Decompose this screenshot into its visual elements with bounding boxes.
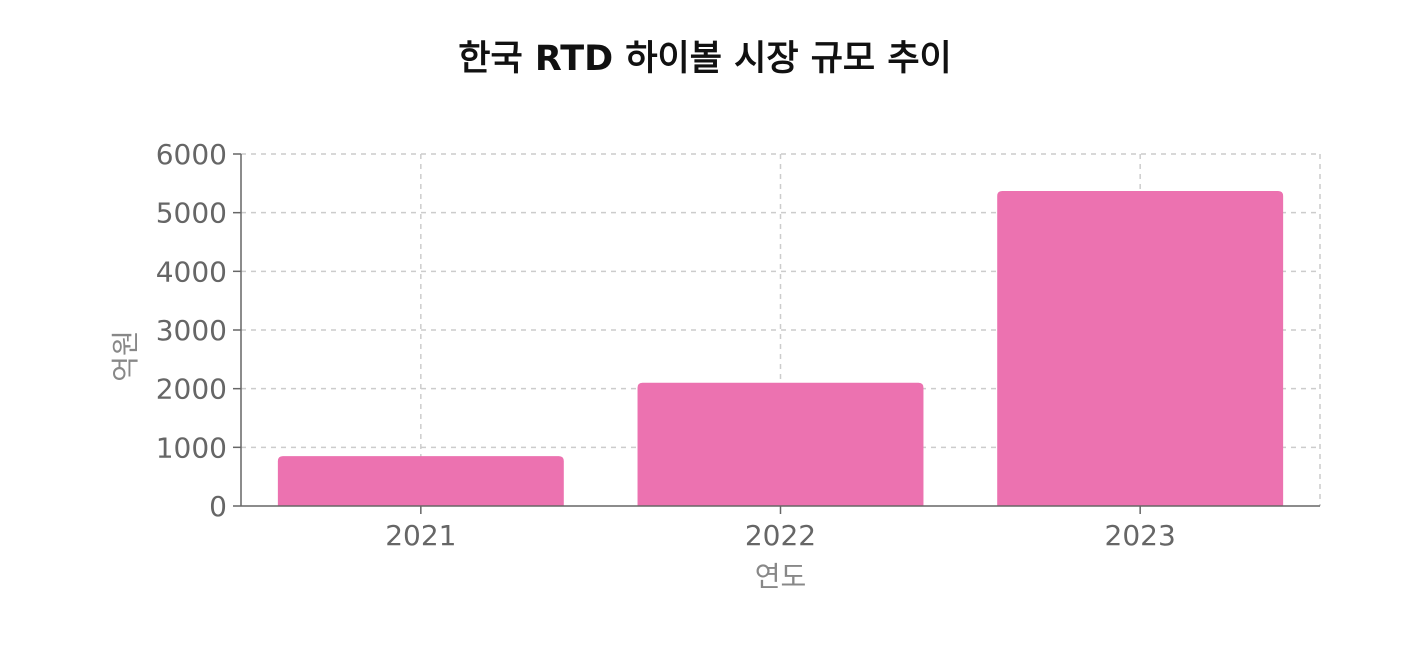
x-tick-label: 2021	[385, 519, 456, 552]
y-tick-label: 4000	[156, 255, 227, 288]
y-tick-label: 3000	[156, 314, 227, 347]
y-tick-label: 6000	[156, 138, 227, 171]
bar-2022	[637, 382, 924, 506]
y-tick-label: 2000	[156, 373, 227, 406]
bar-2023	[997, 190, 1284, 506]
x-tick-label: 2022	[745, 519, 816, 552]
axes	[233, 153, 1320, 514]
bars	[277, 190, 1284, 506]
y-tick-label: 1000	[156, 431, 227, 464]
y-axis-title: 억원	[109, 330, 142, 382]
chart-title: 한국 RTD 하이볼 시장 규모 추이	[458, 39, 952, 79]
tick-labels: 0 1000 2000 3000 4000 5000 6000 2021 2022 2023	[156, 138, 1176, 552]
x-axis-title: 연도	[755, 560, 807, 593]
x-tick-label: 2023	[1105, 519, 1176, 552]
bar-2021	[277, 456, 564, 506]
y-tick-label: 0	[209, 490, 227, 523]
y-tick-label: 5000	[156, 197, 227, 230]
